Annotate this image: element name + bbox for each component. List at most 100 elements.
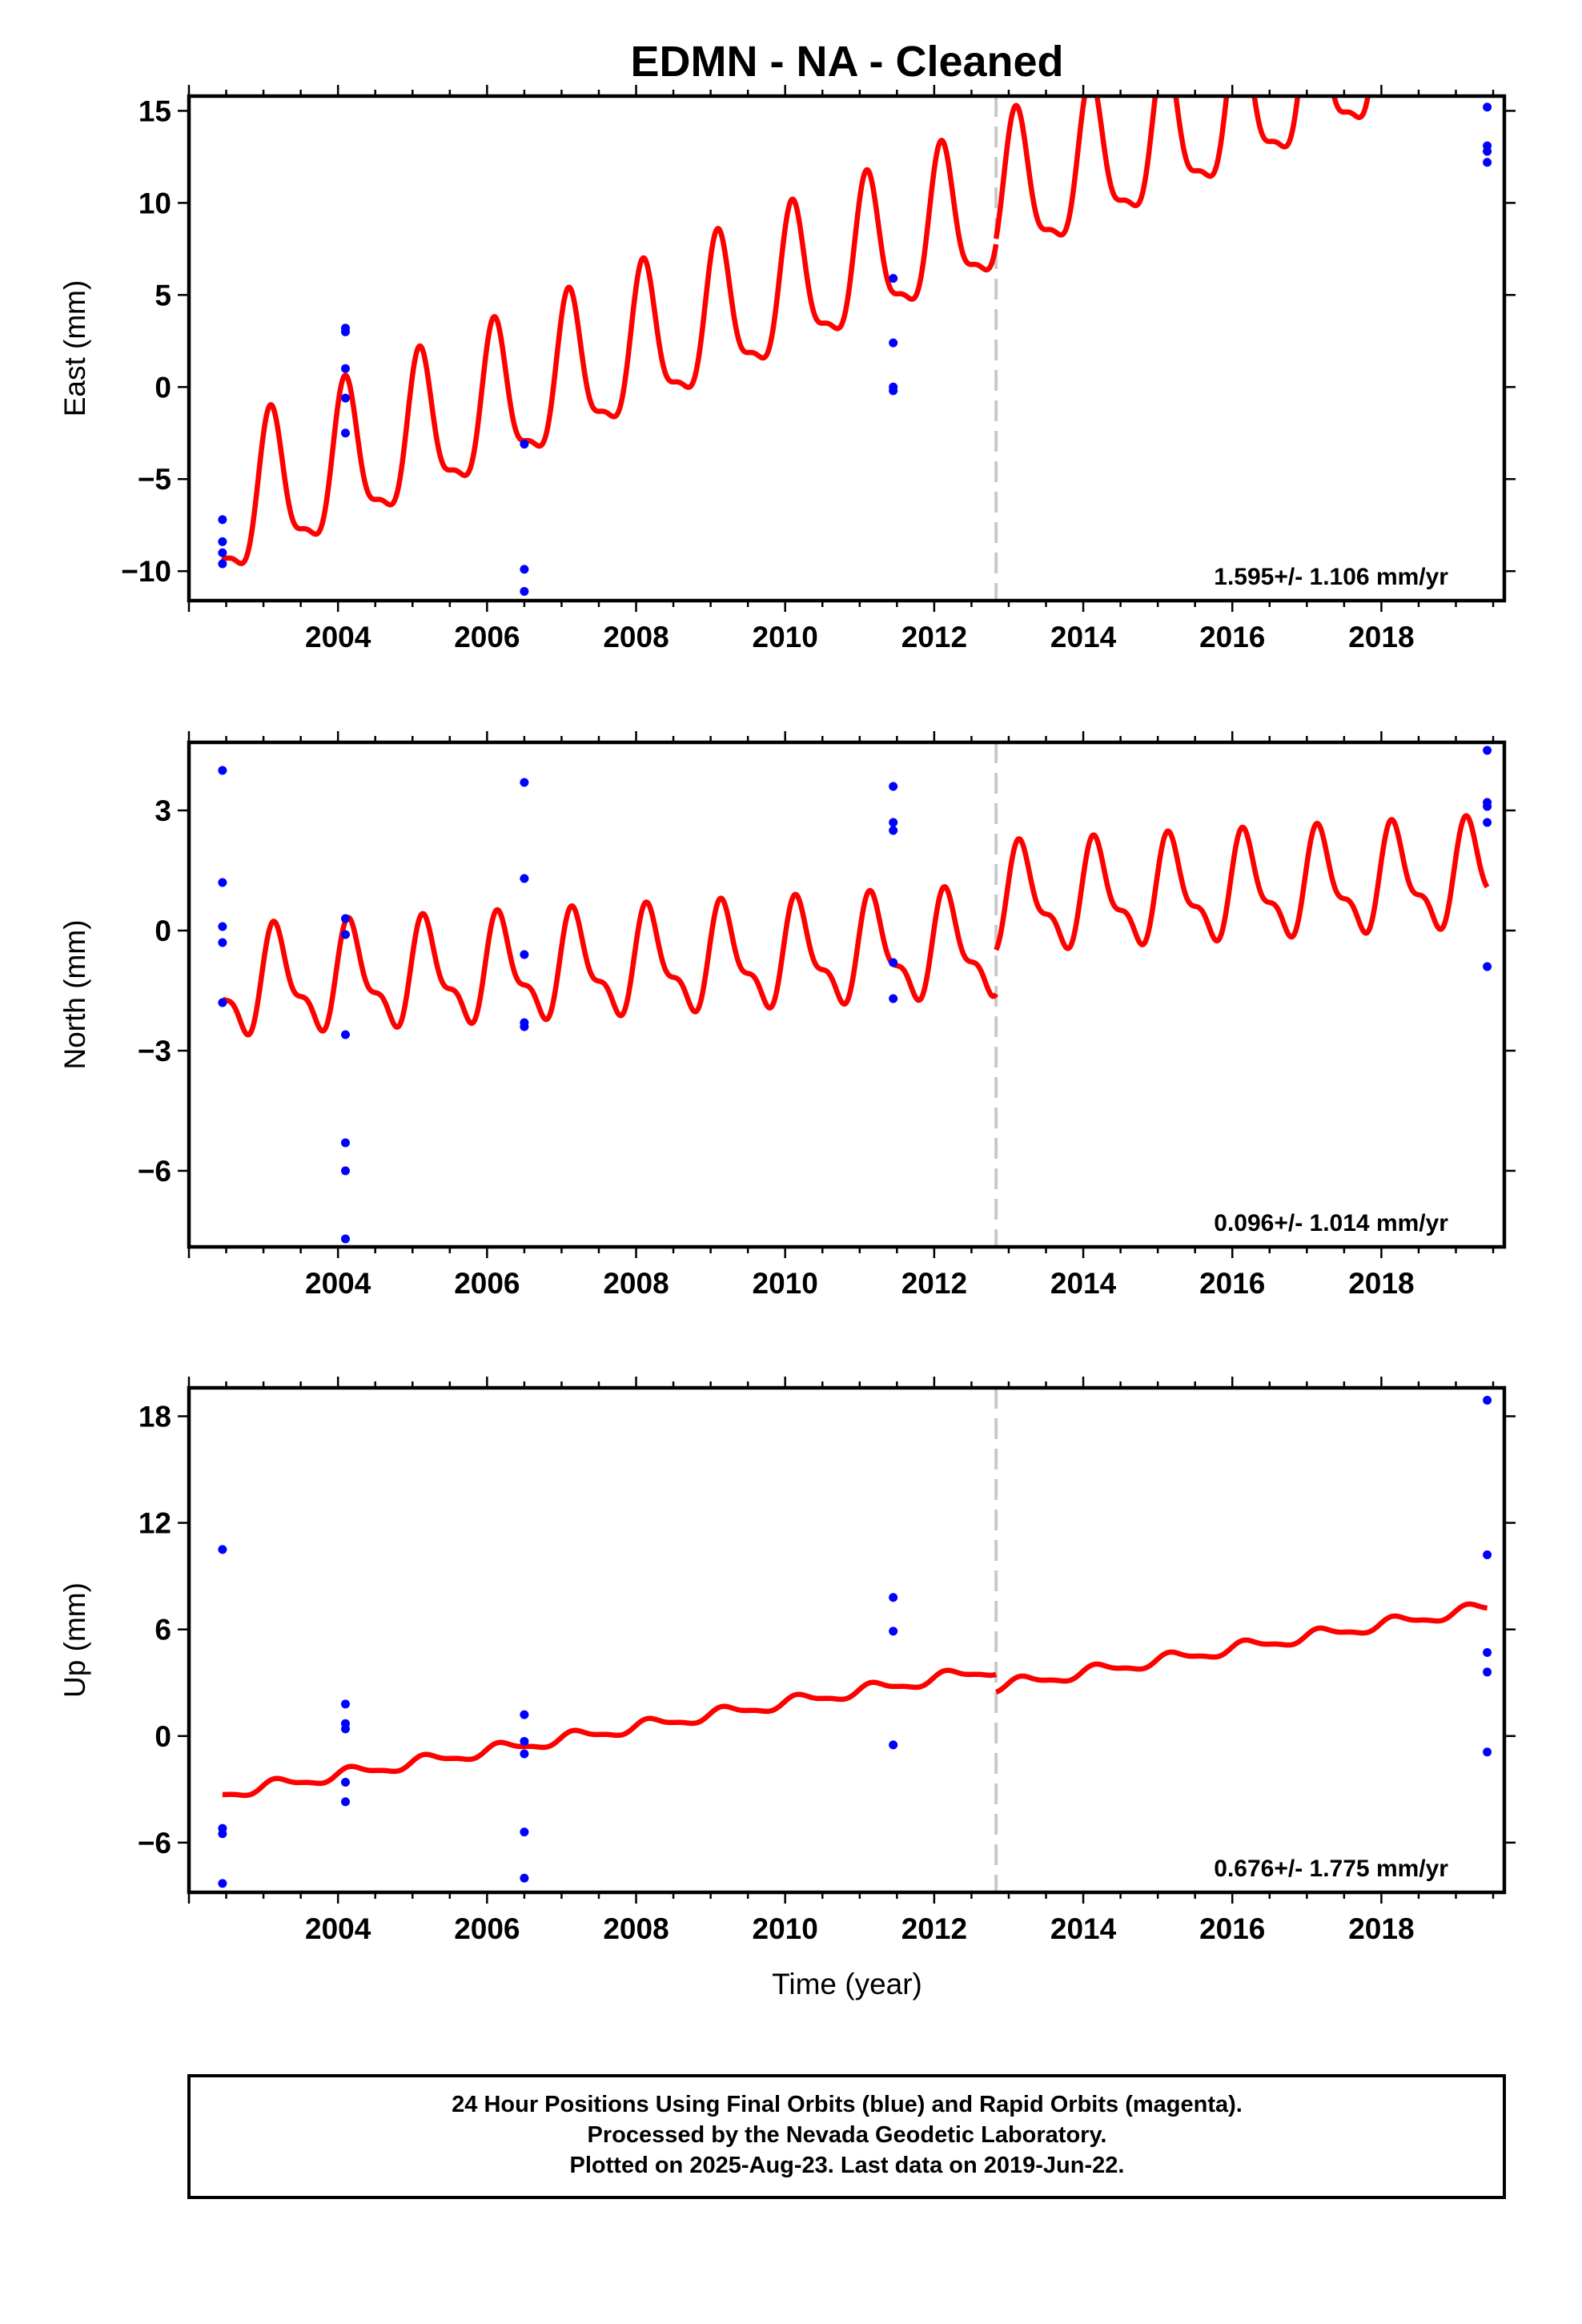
model-curve-segment-1 [220,1667,998,1799]
x-tick-label: 2018 [1348,621,1414,653]
data-point [340,1724,350,1734]
data-point [1483,818,1492,827]
y-tick-label: 0 [155,371,171,404]
panel-frame [187,94,1507,603]
data-point [889,994,898,1003]
data-point [340,428,350,438]
data-point [340,393,350,403]
x-tick-label: 2018 [1348,1267,1414,1300]
data-point [1483,962,1492,971]
y-tick-label: 12 [139,1507,171,1540]
x-tick-label: 2012 [901,1912,967,1945]
model-curve-segment-2 [993,96,1371,239]
data-point [340,1138,350,1148]
x-tick-label: 2012 [901,1267,967,1300]
data-point [340,1234,350,1244]
model-curve-segment-2 [994,1601,1490,1695]
footer-line-1: 24 Hour Positions Using Final Orbits (bl… [452,2092,1243,2117]
x-tick-label: 2006 [454,621,520,653]
y-tick-label: 18 [139,1400,171,1433]
x-tick-label: 2004 [305,1912,371,1945]
x-tick-label: 2014 [1050,1267,1117,1300]
x-tick-label: 2006 [454,1912,520,1945]
y-tick-label: 3 [155,794,171,827]
x-tick-label: 2008 [603,621,669,653]
data-point [218,922,227,931]
data-point [520,1710,529,1719]
y-tick-label: −3 [138,1035,171,1068]
data-point [1483,802,1492,811]
data-point [340,1797,350,1807]
y-axis-label-up: Up (mm) [58,1582,91,1698]
panel-east: 2004 2006 2008 2010 2012 2014 2016 2018 −10 −5 0 5 1… [58,85,1516,653]
y-tick-label: 15 [139,94,171,127]
data-point [520,565,529,574]
y-tick-label: 6 [155,1614,171,1647]
data-point [1483,1648,1492,1658]
data-point [889,1626,898,1636]
x-tick-label: 2016 [1199,1267,1265,1300]
rate-label-north: 0.096+/- 1.014 mm/yr [1214,1210,1448,1236]
data-point [340,1699,350,1709]
data-point [520,440,529,449]
data-point [889,386,898,396]
data-point [520,950,529,959]
panel-north: 2004 2006 2008 2010 2012 2014 2016 2018 −6 −3 0 3 No… [58,731,1516,1300]
x-tick-label: 2018 [1348,1912,1414,1945]
y-tick-label: 0 [155,915,171,947]
data-point [520,1749,529,1759]
data-point [218,515,227,525]
x-tick-label: 2008 [603,1912,669,1945]
x-tick-label: 2008 [603,1267,669,1300]
model-curve-segment-1 [220,138,999,566]
data-point [1483,1747,1492,1757]
y-axis-label-east: East (mm) [58,280,91,417]
y-tick-label: 10 [139,187,171,219]
data-point [520,874,529,883]
data-point [889,274,898,283]
y-tick-label: 5 [155,279,171,312]
footer-box: 24 Hour Positions Using Final Orbits (bl… [187,2074,1506,2199]
data-point [218,938,227,947]
data-point [889,338,898,348]
data-point [218,537,227,546]
data-point [520,1736,529,1746]
data-point [1483,1667,1492,1677]
data-point [520,1873,529,1883]
data-point [218,1545,227,1554]
x-tick-label: 2004 [305,621,371,653]
x-axis-label: Time (year) [772,1968,922,2000]
data-point [218,548,227,557]
data-point [520,587,529,597]
y-tick-label: −10 [121,555,171,588]
rate-label-east: 1.595+/- 1.106 mm/yr [1214,564,1448,590]
data-point [218,1829,227,1839]
data-point [1483,103,1492,112]
x-tick-label: 2016 [1199,621,1265,653]
data-point [218,766,227,775]
data-point [889,782,898,791]
data-point [1483,147,1492,156]
data-point [218,878,227,887]
data-point [340,327,350,336]
y-tick-label: −6 [138,1155,171,1188]
data-point [889,1740,898,1750]
data-point [218,559,227,569]
x-tick-label: 2014 [1050,621,1117,653]
data-point [1483,158,1492,167]
data-point [520,1827,529,1837]
data-point [889,826,898,835]
data-point [1483,1396,1492,1405]
x-tick-label: 2012 [901,621,967,653]
panel-up: 2004 2006 2008 2010 2012 2014 2016 2018 −6 0 6 12 18… [58,1377,1516,1945]
figure-title: EDMN - NA - Cleaned [630,38,1063,86]
data-point [520,1022,529,1031]
data-point [218,998,227,1007]
y-tick-label: −6 [138,1827,171,1860]
y-axis-label-north: North (mm) [58,919,91,1069]
panel-frame [187,1385,1507,1895]
y-tick-label: −5 [138,463,171,496]
data-point [340,930,350,939]
data-point [340,1030,350,1039]
